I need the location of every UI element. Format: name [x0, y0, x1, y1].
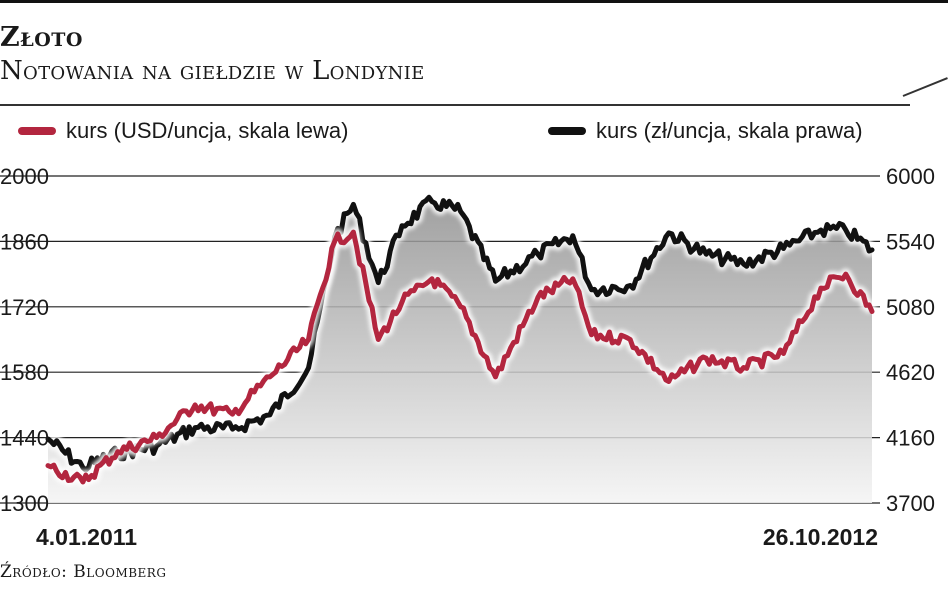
right-tick-label: 4160 — [886, 426, 935, 451]
legend-swatch-pln — [548, 127, 586, 135]
legend-label-usd: kurs (USD/uncja, skala lewa) — [66, 118, 349, 143]
chart-subtitle: Notowania na giełdzie w Londynie — [0, 56, 425, 86]
left-tick-label: 1580 — [0, 360, 49, 385]
legend-label-pln: kurs (zł/uncja, skala prawa) — [596, 118, 863, 143]
chart-title: Złoto — [0, 22, 83, 53]
left-axis-ticks: 1300 1440 1580 1720 1860 2000 — [0, 164, 49, 516]
left-tick-label: 1860 — [0, 229, 49, 254]
pln-area-fill — [48, 197, 872, 504]
left-tick-label: 2000 — [0, 164, 49, 189]
right-tick-label: 5080 — [886, 295, 935, 320]
shaded-area — [48, 197, 872, 504]
left-tick-label: 1300 — [0, 491, 49, 516]
right-tick-label: 4620 — [886, 360, 935, 385]
left-tick-label: 1440 — [0, 426, 49, 451]
right-tick-label: 6000 — [886, 164, 935, 189]
legend-item-usd: kurs (USD/uncja, skala lewa) — [18, 118, 348, 144]
pln-series-line — [45, 194, 875, 473]
left-tick-label: 1720 — [0, 295, 49, 320]
x-end-date: 26.10.2012 — [763, 524, 878, 550]
source-note: Źródło: Bloomberg — [0, 562, 167, 582]
right-tick-label: 3700 — [886, 491, 935, 516]
right-tick-label: 5540 — [886, 229, 935, 254]
usd-series-line — [45, 229, 875, 485]
x-start-date: 4.01.2011 — [36, 524, 137, 550]
right-axis-ticks: 3700 4160 4620 5080 5540 6000 — [886, 164, 935, 516]
series-lines — [44, 191, 878, 488]
top-frame-rule — [0, 0, 948, 3]
legend-swatch-usd — [18, 127, 56, 135]
legend-item-pln: kurs (zł/uncja, skala prawa) — [548, 118, 863, 144]
title-divider — [0, 104, 910, 106]
